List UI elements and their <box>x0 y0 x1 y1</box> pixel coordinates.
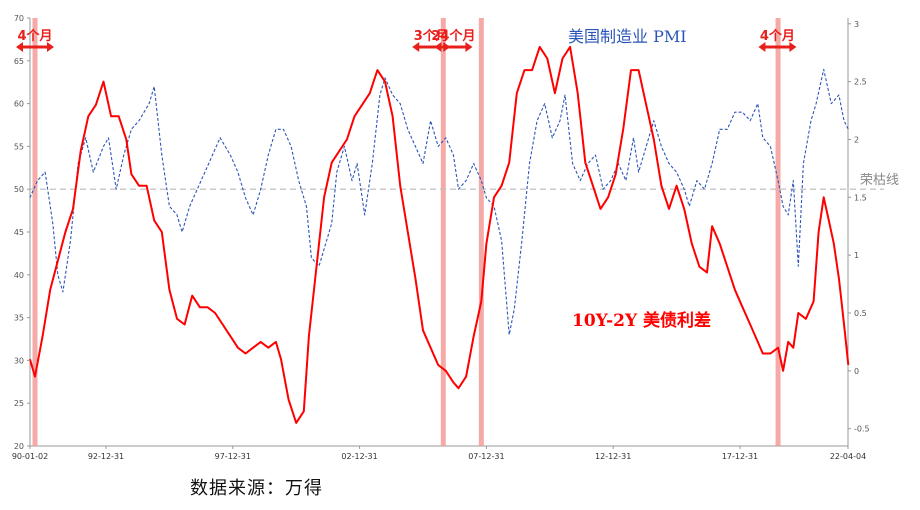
pmi-series <box>29 68 849 336</box>
right-tick-label: 1 <box>854 251 859 260</box>
pmi-series-label: 美国制造业 PMI <box>568 27 687 46</box>
right-tick-label: -0.5 <box>854 425 870 434</box>
lag-arrow-right-3 <box>789 42 797 52</box>
x-tick-label: 17-12-31 <box>722 452 758 461</box>
lag-arrow-right-2 <box>465 42 473 52</box>
left-tick-label: 20 <box>14 442 24 451</box>
x-tick-label: 97-12-31 <box>215 452 251 461</box>
inversion-bands <box>32 18 781 446</box>
right-tick-label: 2.5 <box>854 78 867 87</box>
left-tick-label: 45 <box>14 228 24 237</box>
left-tick-label: 25 <box>14 399 24 408</box>
spread-line <box>28 45 850 424</box>
axes: 20 25 30 35 40 45 50 55 60 65 70 -0.5 0 0.5 1 1.5 2 2.5 3 9… <box>12 14 870 461</box>
pmi-line <box>29 68 849 336</box>
x-tick-label: 02-12-31 <box>341 452 377 461</box>
threshold-label: 荣枯线 <box>860 173 899 188</box>
x-tick-label: 12-12-31 <box>595 452 631 461</box>
lag-arrow-left-1 <box>412 42 420 52</box>
left-tick-label: 30 <box>14 356 24 365</box>
inversion-marker-3 <box>775 18 781 446</box>
right-tick-label: 3 <box>854 20 859 29</box>
lag-arrow-left-2 <box>434 42 442 52</box>
right-tick-label: 0.5 <box>854 309 867 318</box>
lag-label-3: 4个月 <box>760 28 795 44</box>
spread-series-label: 10Y-2Y 美债利差 <box>572 310 711 331</box>
x-tick-label: 22-04-04 <box>830 452 866 461</box>
series-labels: 美国制造业 PMI 10Y-2Y 美债利差 <box>568 27 711 331</box>
x-tick-label: 90-01-02 <box>12 452 48 461</box>
inversion-marker-2 <box>478 18 484 446</box>
x-tick-label: 07-12-31 <box>468 452 504 461</box>
lag-label-0: 4个月 <box>17 28 52 44</box>
left-tick-label: 35 <box>14 314 24 323</box>
spread-series <box>28 45 850 424</box>
left-tick-label: 50 <box>14 185 24 194</box>
lag-label-2: 24个月 <box>431 28 475 44</box>
left-tick-label: 60 <box>14 100 24 109</box>
inversion-marker-0 <box>32 18 38 446</box>
lag-arrow-right-0 <box>47 42 55 52</box>
right-tick-label: 1.5 <box>854 193 867 202</box>
left-tick-label: 55 <box>14 142 24 151</box>
threshold-line: 荣枯线 <box>30 173 899 190</box>
lag-label-1: 3个月 <box>414 28 449 44</box>
left-tick-label: 70 <box>14 14 24 23</box>
right-tick-label: 2 <box>854 135 859 144</box>
left-tick-label: 40 <box>14 271 24 280</box>
x-tick-label: 92-12-31 <box>88 452 124 461</box>
lag-arrow-left-3 <box>758 42 766 52</box>
left-tick-label: 65 <box>14 57 24 66</box>
inversion-marker-1 <box>440 18 446 446</box>
data-source: 数据来源：万得 <box>190 478 323 499</box>
right-tick-label: 0 <box>854 367 859 376</box>
lag-arrow-left-0 <box>16 42 24 52</box>
